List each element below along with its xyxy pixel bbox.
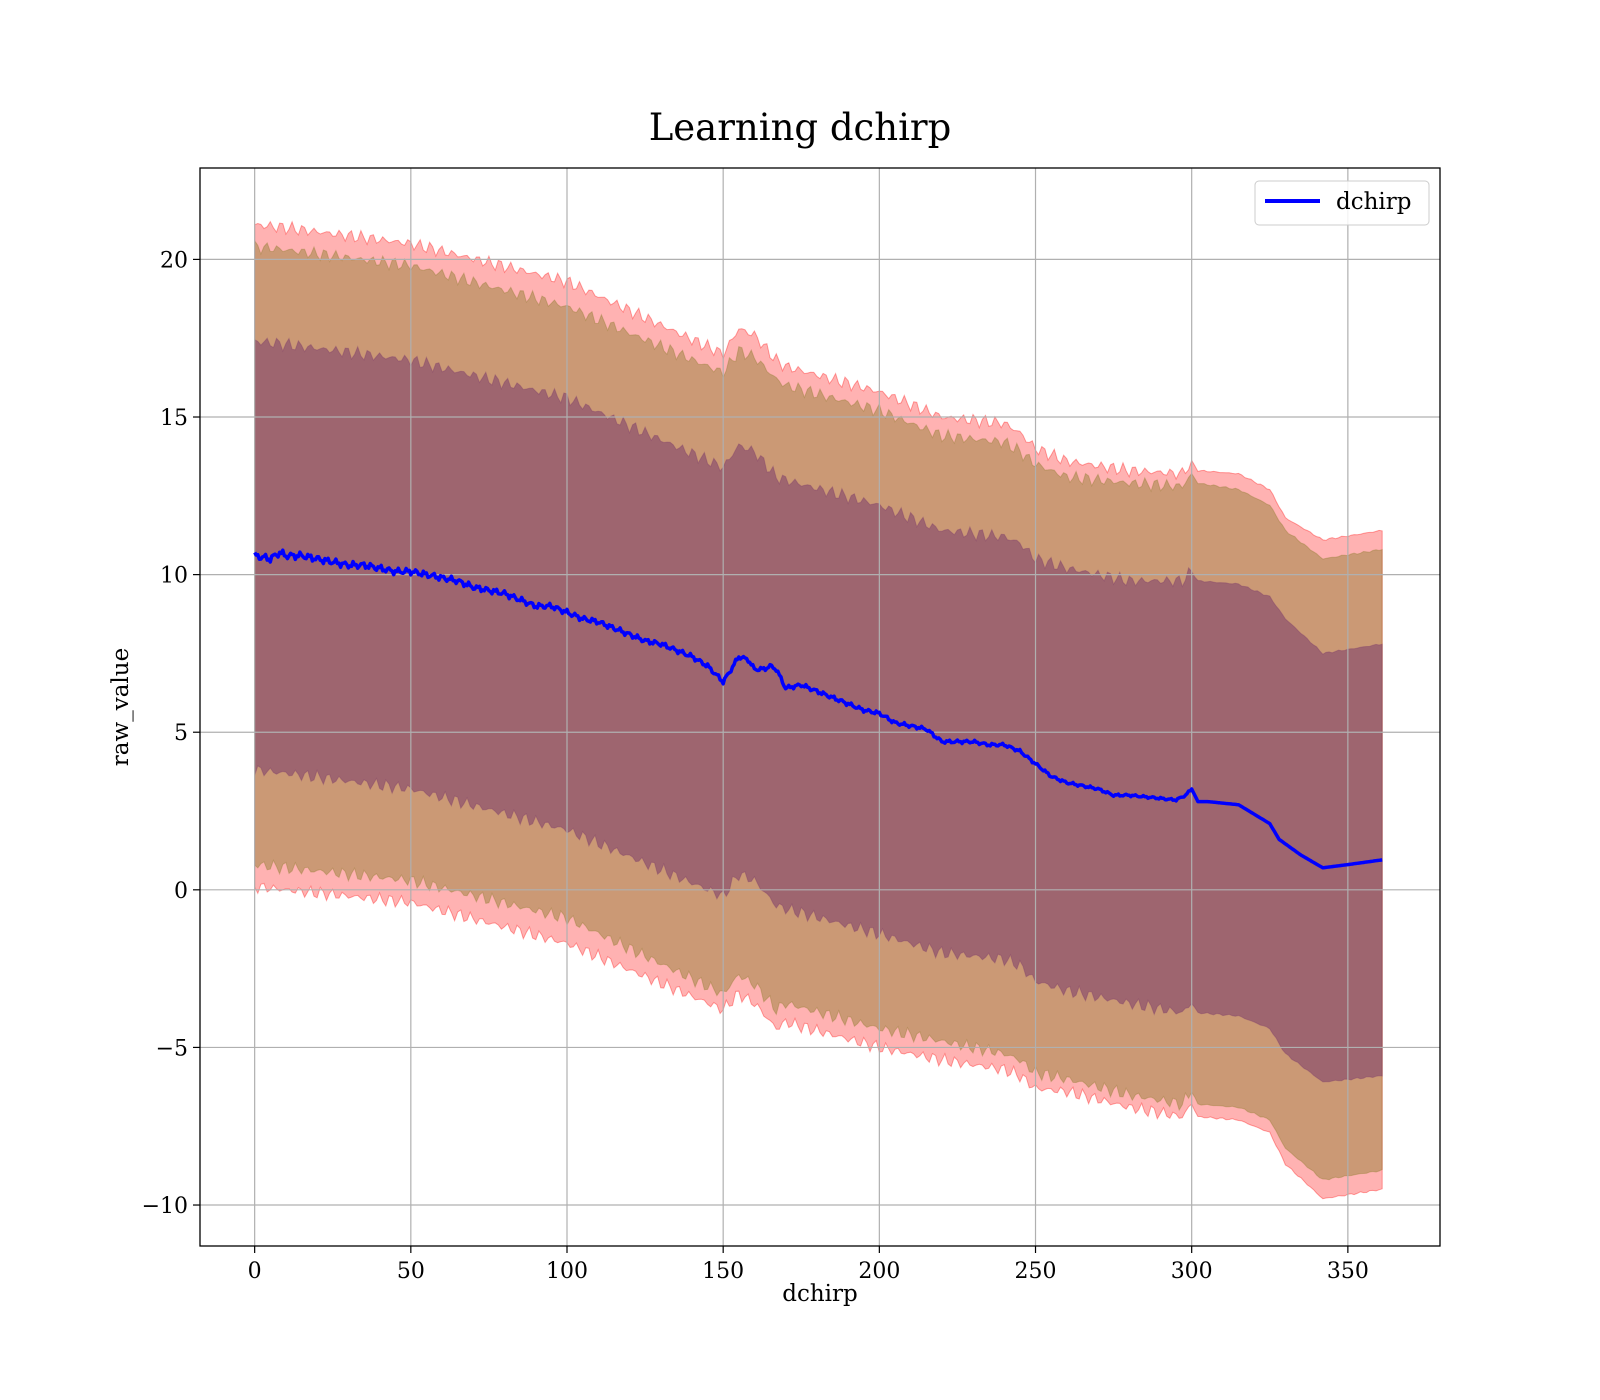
- band-inner: [254, 337, 1383, 1083]
- legend-entry-dchirp: dchirp: [1336, 189, 1412, 215]
- x-tick-label: 200: [858, 1259, 900, 1284]
- x-tick-label: 250: [1015, 1259, 1057, 1284]
- confidence-bands: [254, 220, 1383, 1200]
- x-axis-label: dchirp: [782, 1281, 858, 1307]
- chart-title: Learning dchirp: [649, 106, 952, 149]
- y-tick-label: −5: [156, 1036, 188, 1061]
- series-line-dchirp: [253, 548, 1383, 870]
- y-axis-ticks: −10 −5 0 5 10 15 20: [142, 248, 200, 1219]
- y-tick-label: 0: [174, 879, 188, 904]
- x-tick-label: 350: [1327, 1259, 1369, 1284]
- x-tick-label: 100: [546, 1259, 588, 1284]
- x-tick-label: 0: [248, 1259, 262, 1284]
- y-tick-label: −10: [142, 1194, 188, 1219]
- x-axis-ticks: 0 50 100 150 200 250 300 350: [248, 1246, 1369, 1284]
- y-axis-label: raw_value: [108, 648, 134, 766]
- plot-frame: [199, 167, 1441, 1247]
- y-tick-label: 10: [160, 564, 188, 589]
- x-tick-label: 300: [1171, 1259, 1213, 1284]
- series-lines: [253, 548, 1383, 870]
- x-tick-label: 150: [702, 1259, 744, 1284]
- grid: [200, 168, 1440, 1246]
- legend-box: [1254, 180, 1430, 226]
- y-tick-label: 5: [174, 721, 188, 746]
- y-tick-label: 20: [160, 248, 188, 273]
- legend: dchirp: [1254, 180, 1430, 226]
- x-tick-label: 50: [397, 1259, 425, 1284]
- y-tick-label: 15: [160, 406, 188, 431]
